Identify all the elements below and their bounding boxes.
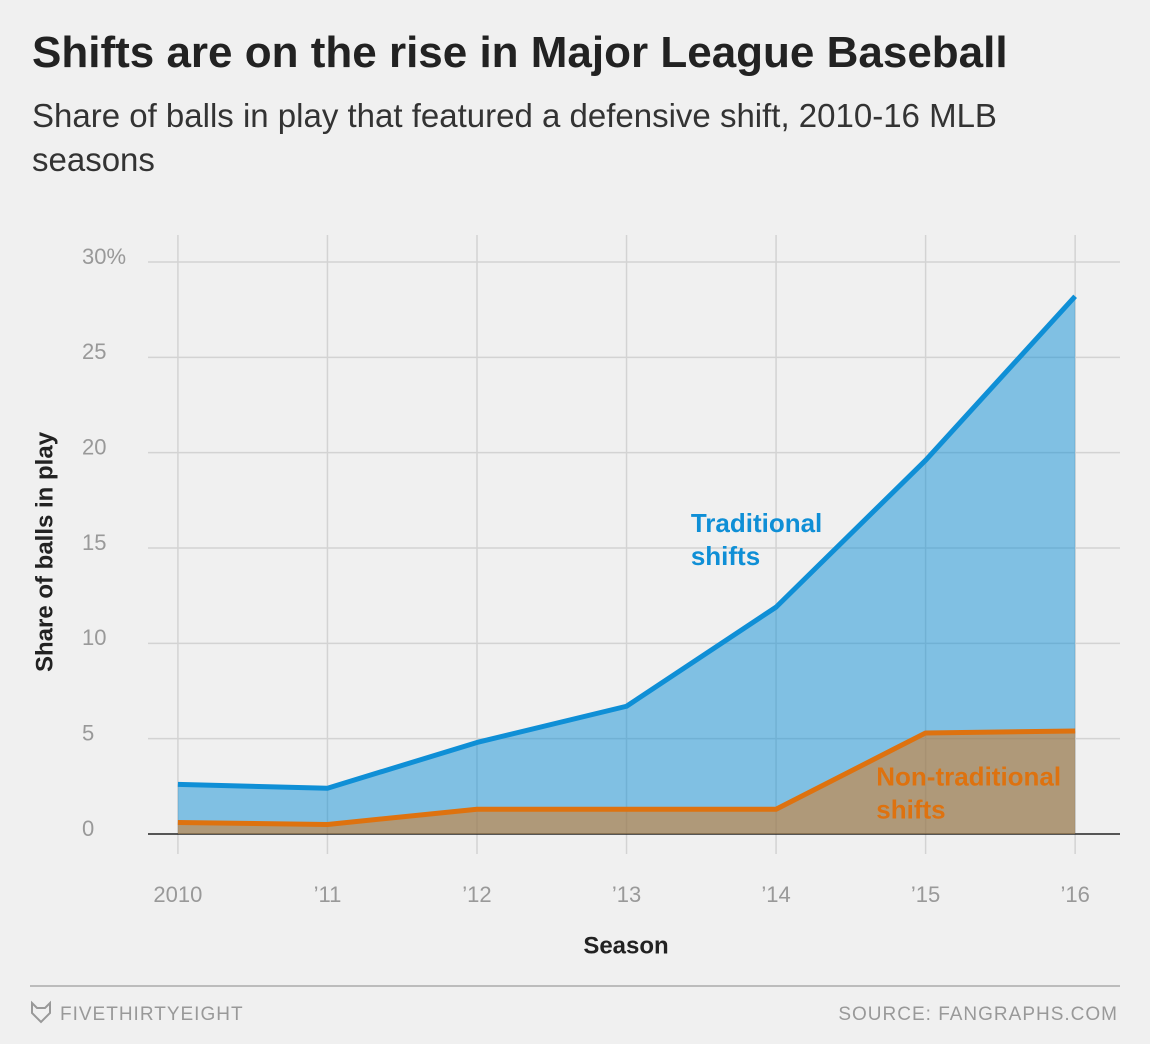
annotation: Non-traditional: [876, 762, 1061, 792]
chart-subtitle: Share of balls in play that featured a d…: [32, 97, 997, 178]
y-tick-label: 15: [82, 530, 106, 555]
y-tick-label: 30%: [82, 244, 126, 269]
y-tick-label: 25: [82, 339, 106, 364]
x-tick-label: ’13: [612, 882, 641, 907]
x-tick-label: ’14: [761, 882, 790, 907]
x-tick-label: 2010: [153, 882, 202, 907]
chart-title: Shifts are on the rise in Major League B…: [32, 28, 1008, 77]
y-tick-label: 10: [82, 625, 106, 650]
y-tick-label: 5: [82, 720, 94, 745]
brand: FIVETHIRTYEIGHT: [60, 1004, 244, 1025]
brand-logo: [31, 1000, 51, 1024]
annotation: Traditional: [691, 508, 822, 538]
x-tick-label: ’15: [911, 882, 940, 907]
x-tick-label: ’12: [462, 882, 491, 907]
y-axis-label: Share of balls in play: [31, 431, 58, 672]
line: [177, 728, 1076, 827]
line: [177, 294, 1077, 791]
x-tick-label: ’16: [1060, 882, 1089, 907]
source: SOURCE: FANGRAPHS.COM: [838, 1004, 1118, 1025]
annotation: shifts: [876, 795, 945, 825]
x-axis-label: Season: [583, 932, 668, 959]
area: [177, 731, 1076, 834]
y-tick-label: 20: [82, 434, 106, 459]
y-tick-label: 0: [82, 816, 94, 841]
annotation: shifts: [691, 541, 760, 571]
area: [177, 296, 1076, 834]
x-tick-label: ’11: [314, 882, 342, 907]
